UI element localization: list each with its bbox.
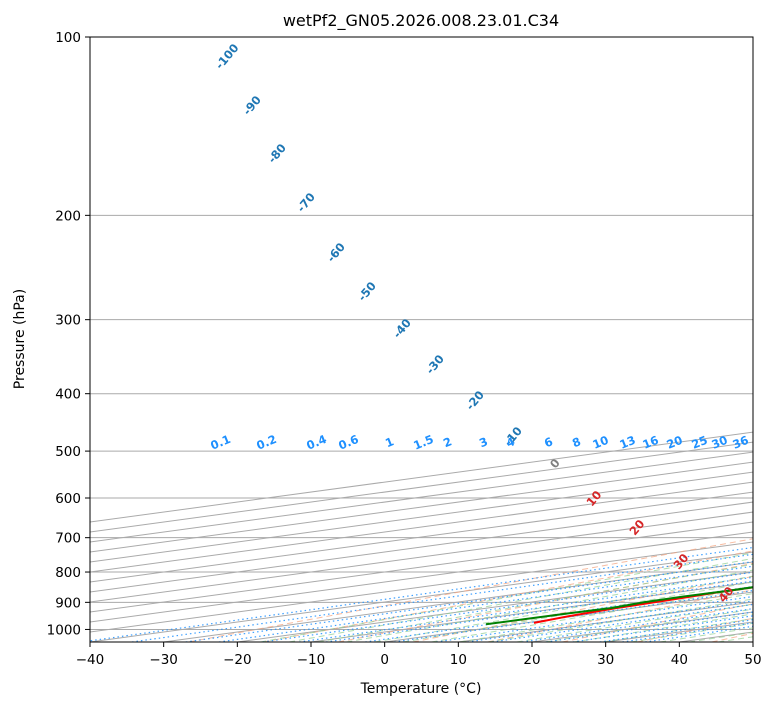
- dry-adiabat-line: [636, 617, 753, 642]
- ticks-group: −40 −30 −20 −10 0 10 20 30 40 5010020030040050060…: [47, 30, 762, 668]
- mixing-ratio-label: 1.5: [411, 432, 435, 453]
- mixing-ratio-line: [185, 561, 753, 642]
- x-tick-label: 30: [597, 652, 614, 668]
- x-tick-label: 40: [671, 652, 688, 668]
- moist-adiabat-line: [459, 593, 753, 642]
- mixing-ratio-label: 6: [542, 434, 555, 450]
- dry-adiabat-label: -90: [240, 93, 264, 118]
- y-tick-label: 900: [55, 595, 81, 611]
- isotherm-line: [90, 531, 753, 623]
- annotations-group: -100-90-80-70-60-50-40-30-20-10010203040…: [208, 41, 750, 605]
- dry-adiabat-line: [263, 550, 753, 642]
- mixing-ratio-label: 20: [664, 433, 684, 452]
- moist-adiabat-line: [718, 636, 753, 642]
- y-tick-label: 700: [55, 531, 81, 547]
- dry-adiabat-label: 10: [583, 488, 604, 509]
- dry-adiabat-label: -100: [212, 41, 241, 72]
- dry-adiabat-label: -50: [355, 279, 379, 304]
- isotherm-line: [679, 631, 753, 642]
- y-tick-label: 800: [55, 565, 81, 581]
- mixing-ratio-label: 3: [477, 434, 490, 450]
- isotherm-line: [90, 481, 753, 573]
- mixing-ratio-label: 8: [570, 434, 583, 450]
- x-tick-label: −40: [76, 652, 105, 668]
- isotherm-line: [531, 611, 753, 642]
- isotherm-line: [752, 641, 753, 642]
- x-tick-label: 20: [523, 652, 540, 668]
- mixing-ratio-label: 0.4: [304, 432, 328, 453]
- mixing-ratio-label: 25: [689, 433, 709, 452]
- mixing-ratio-label: 0.6: [336, 432, 360, 453]
- mixing-ratio-label: 2: [441, 434, 454, 450]
- isotherm-line: [90, 471, 753, 563]
- mixing-ratio-label: 30: [709, 433, 729, 452]
- dry-adiabat-label: 20: [626, 517, 647, 538]
- moist-adiabat-line: [488, 598, 753, 642]
- x-tick-label: 0: [380, 652, 389, 668]
- dry-adiabat-line: [562, 603, 753, 642]
- y-tick-label: 1000: [47, 622, 81, 638]
- chart-title: wetPf2_GN05.2026.008.23.01.C34: [283, 11, 559, 31]
- dry-adiabat-line: [338, 562, 753, 642]
- y-tick-label: 100: [55, 30, 81, 46]
- moist-adiabat-line: [689, 631, 753, 642]
- moist-adiabat-line: [516, 603, 753, 642]
- dry-adiabat-label: -60: [324, 240, 348, 265]
- mixing-ratio-label: 0.1: [208, 432, 232, 453]
- y-tick-label: 300: [55, 313, 81, 329]
- dry-adiabat-label: -80: [265, 141, 289, 166]
- y-tick-label: 500: [55, 444, 81, 460]
- y-tick-label: 600: [55, 491, 81, 507]
- series-group: [485, 586, 753, 626]
- moist-adiabat-line: [602, 618, 753, 642]
- isotherm-line: [90, 521, 753, 613]
- isotherm-line: [90, 551, 753, 642]
- isotherm-line: [90, 501, 753, 593]
- isotherm-line: [458, 601, 753, 642]
- plot-frame: [89, 36, 754, 643]
- x-tick-label: −10: [297, 652, 326, 668]
- moist-adiabat-line: [403, 581, 753, 642]
- mixing-ratio-line: [218, 565, 753, 642]
- dry-adiabat-label: -30: [423, 352, 447, 377]
- dry-adiabat-label: -70: [294, 190, 318, 215]
- mixing-ratio-label: 36: [730, 433, 750, 452]
- x-tick-label: −20: [223, 652, 252, 668]
- x-tick-label: −30: [149, 652, 178, 668]
- moist-adiabat-line: [289, 557, 753, 642]
- isotherm-line: [90, 461, 753, 553]
- dry-adiabat-line: [487, 589, 753, 642]
- background-lines: [90, 37, 753, 642]
- isotherm-line: [90, 511, 753, 603]
- y-tick-label: 400: [55, 387, 81, 403]
- x-tick-label: 10: [450, 652, 467, 668]
- x-tick-label: 50: [744, 652, 761, 668]
- moist-adiabat-line: [317, 563, 753, 642]
- mixing-ratio-label: 10: [590, 433, 610, 452]
- dry-adiabat-label: 30: [670, 551, 691, 572]
- y-tick-label: 200: [55, 208, 81, 224]
- isotherm-line: [90, 541, 753, 633]
- mixing-ratio-label: 1: [383, 434, 396, 450]
- dry-adiabat-line: [711, 632, 753, 642]
- x-axis-label: Temperature (°C): [360, 681, 482, 697]
- mixing-ratio-line: [262, 571, 753, 642]
- mixing-ratio-label: 0.2: [254, 432, 278, 453]
- dewpoint-line: [485, 586, 753, 626]
- mixing-ratio-line: [131, 553, 753, 642]
- isotherm-line: [90, 491, 753, 583]
- moist-adiabat-line: [374, 575, 753, 642]
- isotherm-line: [310, 581, 753, 642]
- mixing-ratio-line: [299, 576, 753, 642]
- isotherm-line: [90, 451, 753, 543]
- dry-adiabat-label: -20: [463, 388, 487, 413]
- mixing-ratio-label: 16: [640, 433, 660, 452]
- mixing-ratio-label: 13: [617, 433, 637, 452]
- isotherm-line: [384, 591, 753, 642]
- y-axis-label: Pressure (hPa): [12, 289, 28, 389]
